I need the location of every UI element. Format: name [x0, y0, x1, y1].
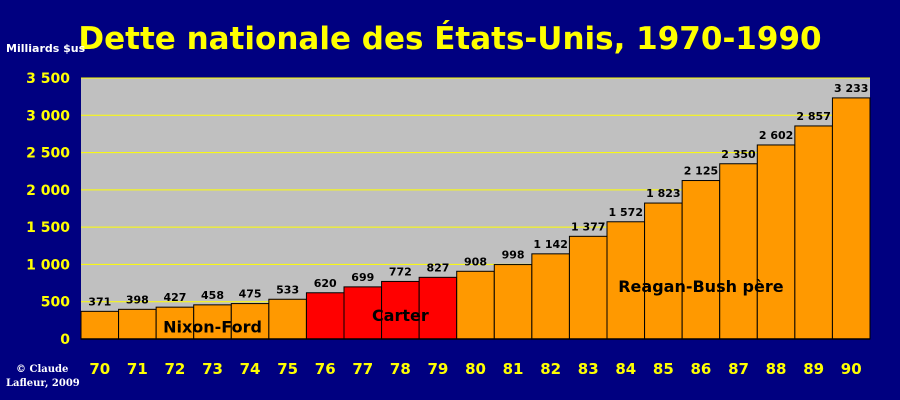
bar — [719, 163, 758, 340]
y-tick-label: 2 000 — [26, 183, 70, 199]
data-label: 2 857 — [796, 110, 830, 123]
bar — [644, 202, 683, 340]
y-tick-label: 0 — [60, 332, 70, 348]
y-tick-label: 3 000 — [26, 108, 70, 124]
y-tick-label: 2 500 — [26, 146, 70, 162]
data-label: 1 142 — [533, 238, 567, 251]
data-label: 398 — [126, 293, 149, 306]
data-label: 998 — [502, 249, 525, 262]
x-tick-label: 86 — [690, 360, 711, 378]
x-tick-label: 76 — [315, 360, 336, 378]
data-label: 371 — [88, 295, 111, 308]
x-tick-label: 88 — [766, 360, 787, 378]
x-tick-label: 82 — [540, 360, 561, 378]
y-tick-label: 500 — [41, 295, 70, 311]
x-tick-label: 89 — [803, 360, 824, 378]
x-tick-label: 90 — [841, 360, 862, 378]
bar — [80, 310, 120, 340]
credit-line-1: © Claude — [16, 364, 68, 375]
y-axis-label: Milliards $us — [6, 42, 86, 55]
y-tick-label: 1 500 — [26, 220, 70, 236]
x-tick-label: 71 — [127, 360, 148, 378]
credit-line-2: Lafleur, 2009 — [6, 378, 80, 389]
data-label: 827 — [426, 261, 449, 274]
data-label: 908 — [464, 255, 487, 268]
bar — [606, 221, 646, 340]
data-label: 475 — [239, 288, 262, 301]
bar — [681, 180, 721, 340]
data-label: 2 602 — [759, 129, 793, 142]
x-tick-label: 73 — [202, 360, 223, 378]
annotation: Reagan-Bush père — [618, 277, 784, 296]
data-label: 533 — [276, 283, 299, 296]
annotation: Nixon-Ford — [163, 317, 262, 336]
bar — [493, 264, 533, 340]
bar — [305, 292, 345, 340]
data-label: 3 233 — [834, 82, 868, 95]
data-label: 699 — [351, 271, 374, 284]
data-label: 620 — [314, 277, 337, 290]
x-tick-label: 72 — [164, 360, 185, 378]
x-tick-label: 80 — [465, 360, 486, 378]
plot-area: 0 500 1 000 1 500 2 000 2 500 3 000 3 500 371 70 3… — [26, 71, 871, 378]
x-tick-label: 85 — [653, 360, 674, 378]
bar — [531, 253, 570, 340]
x-tick-label: 84 — [615, 360, 636, 378]
x-tick-label: 78 — [390, 360, 411, 378]
bar — [381, 280, 420, 340]
bar — [118, 308, 157, 340]
x-tick-label: 81 — [503, 360, 524, 378]
chart-title: Dette nationale des États-Unis, 1970-199… — [78, 21, 821, 57]
bar — [831, 97, 871, 340]
y-tick-label: 1 000 — [26, 257, 70, 273]
bar — [268, 298, 307, 340]
y-tick-label: 3 500 — [26, 71, 70, 87]
bar — [343, 286, 383, 340]
bar — [756, 144, 796, 340]
data-label: 1 377 — [571, 220, 605, 233]
bar — [456, 270, 495, 340]
x-tick-label: 87 — [728, 360, 749, 378]
bar — [794, 125, 833, 340]
data-label: 2 350 — [721, 148, 756, 161]
x-tick-label: 77 — [352, 360, 373, 378]
x-tick-label: 83 — [578, 360, 599, 378]
data-label: 458 — [201, 289, 224, 302]
data-label: 1 823 — [646, 187, 680, 200]
annotation: Carter — [372, 306, 429, 325]
x-tick-label: 74 — [240, 360, 261, 378]
x-tick-label: 70 — [89, 360, 110, 378]
data-label: 2 125 — [684, 165, 718, 178]
bar — [418, 276, 458, 340]
data-label: 772 — [389, 265, 412, 278]
x-tick-label: 79 — [427, 360, 448, 378]
bar — [193, 304, 232, 340]
bar — [568, 235, 608, 340]
data-label: 427 — [163, 291, 186, 304]
x-tick-label: 75 — [277, 360, 298, 378]
data-label: 1 572 — [609, 206, 643, 219]
